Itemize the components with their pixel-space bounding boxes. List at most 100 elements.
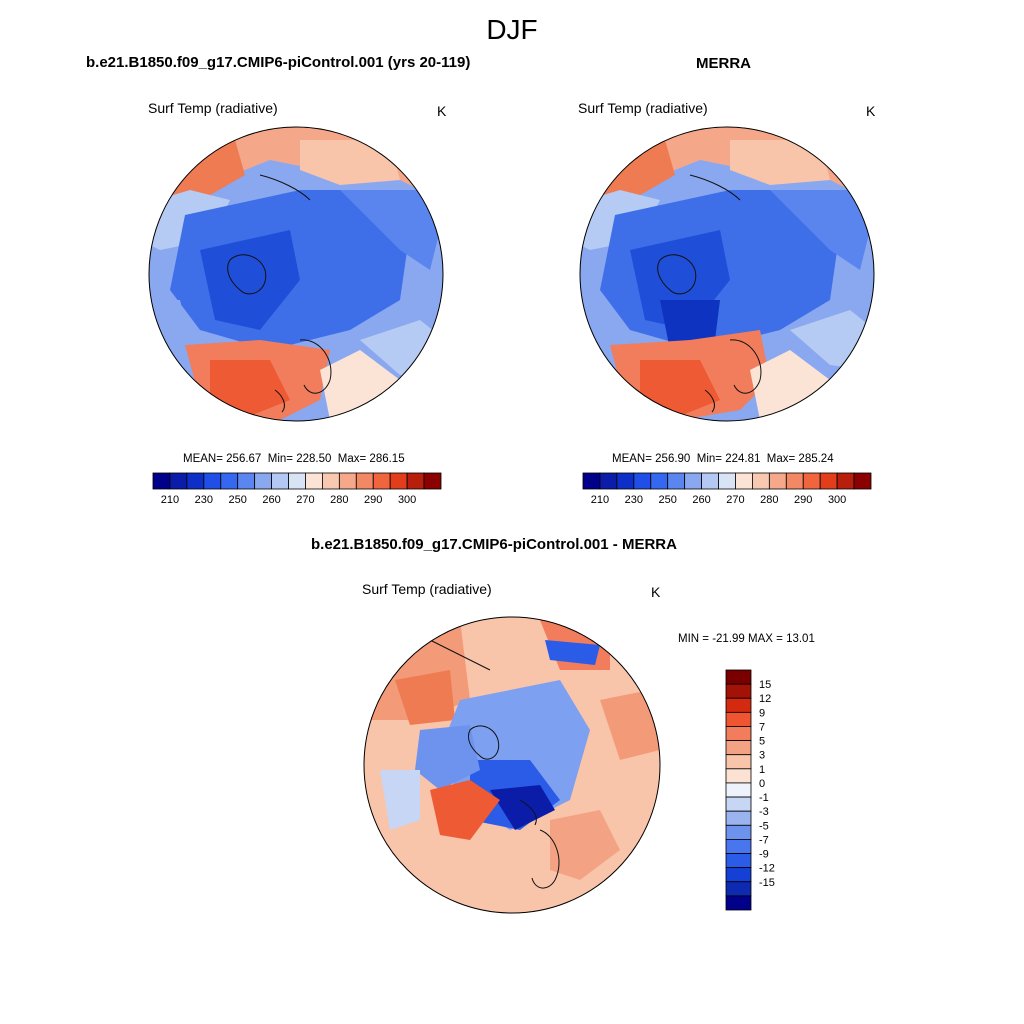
- colorbar-swatch: [406, 472, 425, 490]
- colorbar-tick-label: 9: [759, 707, 765, 719]
- colorbar-swatch: [725, 697, 752, 713]
- colorbar-tick-label: 260: [262, 494, 280, 506]
- min-label: MIN =: [678, 633, 709, 645]
- colorbar-tick-label: 3: [759, 750, 765, 762]
- colorbar-swatch: [725, 669, 752, 685]
- colorbar-swatch: [819, 472, 838, 490]
- colorbar-swatch: [305, 472, 323, 490]
- colorbar-1: 210 230 250 260 270 280 290 300: [152, 472, 442, 506]
- colorbar-tick-label: 300: [398, 494, 416, 506]
- colorbar-swatch: [254, 472, 272, 490]
- colorbar-swatch: [288, 472, 306, 490]
- colorbar-tick-label: 12: [759, 693, 771, 705]
- panel2-variable: Surf Temp (radiative): [578, 100, 708, 116]
- colorbar-swatch: [667, 472, 686, 490]
- colorbar-tick-label: 250: [659, 494, 677, 506]
- colorbar-swatch: [718, 472, 736, 490]
- mean-value: 256.67: [226, 453, 262, 465]
- colorbar-tick-label: 280: [330, 494, 348, 506]
- min-value: 228.50: [296, 453, 332, 465]
- panel3-title: b.e21.B1850.f09_g17.CMIP6-piControl.001 …: [311, 536, 677, 553]
- panel2-units: K: [866, 103, 876, 119]
- colorbar-swatch: [725, 824, 752, 840]
- colorbar-swatch: [389, 472, 408, 490]
- colorbar-tick-label: 210: [161, 494, 179, 506]
- panel3-units: K: [651, 584, 661, 600]
- colorbar-swatch: [582, 472, 601, 490]
- colorbar-tick-label: 210: [591, 494, 609, 506]
- colorbar-tick-label: 230: [195, 494, 213, 506]
- colorbar-swatch: [725, 754, 752, 770]
- colorbar-tick-label: 15: [759, 679, 771, 691]
- colorbar-tick-label: 300: [828, 494, 846, 506]
- max-value: 285.24: [798, 453, 834, 465]
- colorbar-swatch: [237, 472, 256, 490]
- colorbar-tick-label: 290: [364, 494, 382, 506]
- max-label: MAX =: [748, 633, 783, 645]
- colorbar-3: 15 12 9 7 5 3 1 0 -1 -3 -5 -7 -9 -12 -15: [725, 669, 775, 911]
- colorbar-swatch: [785, 472, 804, 490]
- colorbar-tick-label: -7: [759, 834, 769, 846]
- colorbar-swatch: [355, 472, 374, 490]
- colorbar-swatch: [322, 472, 340, 490]
- colorbar-tick-label: -9: [759, 849, 769, 861]
- colorbar-swatch: [725, 740, 752, 756]
- colorbar-swatch: [768, 472, 787, 490]
- colorbar-swatch: [725, 895, 752, 911]
- colorbar-tick-label: -1: [759, 792, 769, 804]
- min-value: 224.81: [725, 453, 761, 465]
- colorbar-tick-label: -15: [759, 877, 775, 889]
- colorbar-swatch: [752, 472, 770, 490]
- colorbar-swatch: [725, 810, 752, 826]
- colorbar-tick-label: -12: [759, 863, 775, 875]
- colorbar-swatch: [684, 472, 702, 490]
- max-label: Max=: [766, 453, 796, 465]
- colorbar-swatch: [203, 472, 222, 490]
- colorbar-swatch: [735, 472, 753, 490]
- colorbar-swatch: [338, 472, 357, 490]
- colorbar-tick-label: 5: [759, 736, 765, 748]
- panel1-variable: Surf Temp (radiative): [148, 100, 278, 116]
- map3-border: [363, 616, 661, 914]
- mean-label: MEAN=: [612, 453, 652, 465]
- panel2-title: MERRA: [696, 55, 751, 72]
- max-value: 13.01: [786, 633, 815, 645]
- colorbar-swatch: [220, 472, 239, 490]
- colorbar-2: 210 230 250 260 270 280 290 300: [582, 472, 872, 506]
- colorbar-tick-label: 280: [760, 494, 778, 506]
- colorbar-swatch: [725, 726, 752, 741]
- colorbar-tick-label: 1: [759, 764, 765, 776]
- colorbar-swatch: [725, 796, 752, 812]
- panel3-variable: Surf Temp (radiative): [362, 581, 492, 597]
- colorbar-swatch: [725, 839, 752, 854]
- colorbar-swatch: [725, 782, 752, 798]
- colorbar-tick-label: -3: [759, 806, 769, 818]
- map2: [580, 127, 874, 421]
- colorbar-swatch: [650, 472, 669, 490]
- mean-value: 256.90: [655, 453, 691, 465]
- colorbar-swatch: [802, 472, 821, 490]
- colorbar-swatch: [186, 472, 205, 490]
- map2-border: [579, 126, 875, 422]
- min-label: Min=: [267, 453, 293, 465]
- mean-label: MEAN=: [183, 453, 223, 465]
- map3: [364, 617, 660, 913]
- colorbar-tick-label: 270: [296, 494, 314, 506]
- colorbar-tick-label: 270: [726, 494, 744, 506]
- min-value: -21.99: [712, 633, 745, 645]
- colorbar-swatch: [725, 853, 752, 869]
- colorbar-swatch: [725, 867, 752, 883]
- colorbar-tick-label: 290: [794, 494, 812, 506]
- panel1-stats: MEAN= 256.67 Min= 228.50 Max= 286.15: [183, 453, 405, 465]
- panel3-stats: MIN = -21.99 MAX = 13.01: [678, 633, 815, 645]
- colorbar-swatch: [616, 472, 635, 490]
- colorbar-tick-label: -5: [759, 820, 769, 832]
- colorbar-tick-label: 260: [692, 494, 710, 506]
- colorbar-tick-label: 230: [625, 494, 643, 506]
- max-label: Max=: [337, 453, 367, 465]
- max-value: 286.15: [369, 453, 405, 465]
- colorbar-swatch: [725, 768, 752, 784]
- panel1-title: b.e21.B1850.f09_g17.CMIP6-piControl.001 …: [86, 54, 471, 71]
- panel1-units: K: [437, 103, 447, 119]
